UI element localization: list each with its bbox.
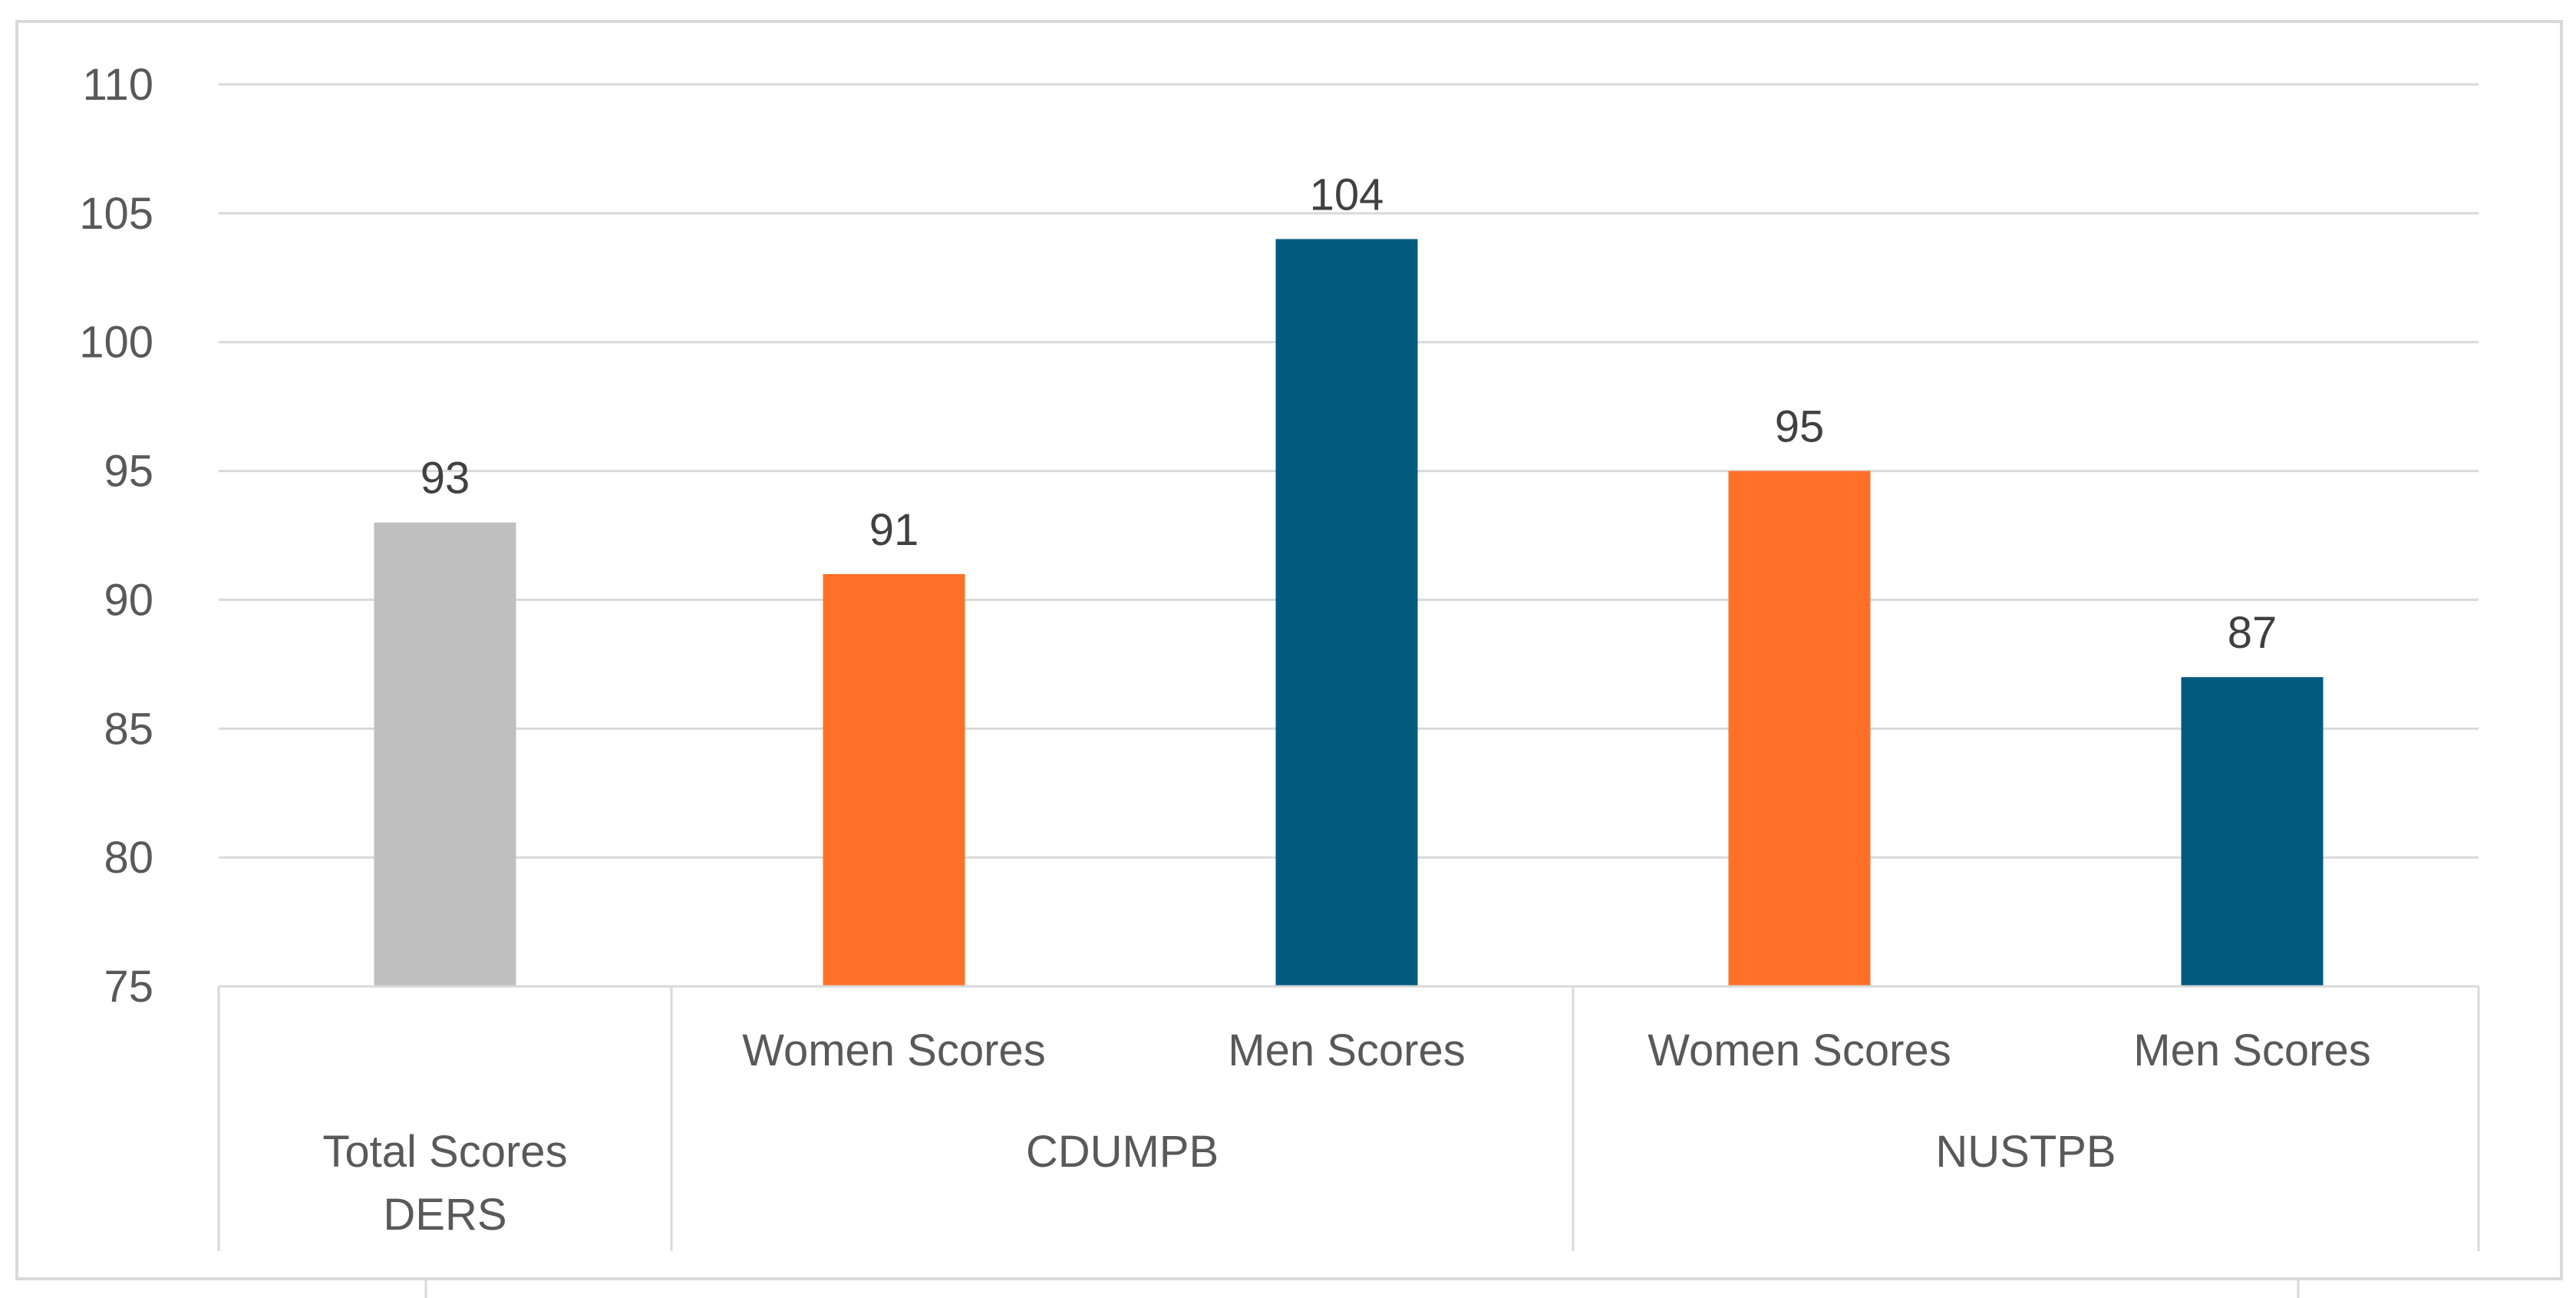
y-tick-label: 100: [79, 318, 153, 368]
group-label: CDUMPB: [1026, 1127, 1219, 1177]
bar: [1728, 471, 1871, 986]
data-label: 93: [421, 454, 470, 504]
y-tick-label: 85: [104, 704, 153, 754]
y-tick-label: 80: [104, 833, 153, 883]
labels: 75 80 85 90 95 100 105 110 93 Total Scores DERS 91 W…: [79, 60, 2371, 1240]
category-label: Men Scores: [1228, 1026, 1465, 1075]
bar: [823, 573, 965, 986]
y-tick-label: 75: [104, 962, 153, 1012]
y-tick-label: 105: [79, 189, 153, 239]
category-label: Women Scores: [742, 1026, 1045, 1075]
bars: [374, 239, 2324, 986]
y-tick-label: 95: [104, 447, 153, 497]
data-label: 104: [1310, 170, 1384, 220]
bar: [2181, 677, 2324, 986]
y-tick-label: 90: [104, 575, 153, 625]
axes: [217, 985, 2480, 1298]
group-label: DERS: [383, 1190, 506, 1240]
bar: [374, 522, 516, 986]
group-label: NUSTPB: [1935, 1127, 2116, 1177]
category-label: Men Scores: [2133, 1026, 2370, 1075]
data-label: 91: [869, 505, 919, 555]
data-label: 95: [1775, 402, 1825, 452]
group-label: Total Scores: [322, 1127, 567, 1177]
data-label: 87: [2228, 608, 2278, 658]
y-tick-label: 110: [83, 60, 153, 110]
bar: [1275, 239, 1418, 986]
category-label: Women Scores: [1648, 1026, 1951, 1075]
